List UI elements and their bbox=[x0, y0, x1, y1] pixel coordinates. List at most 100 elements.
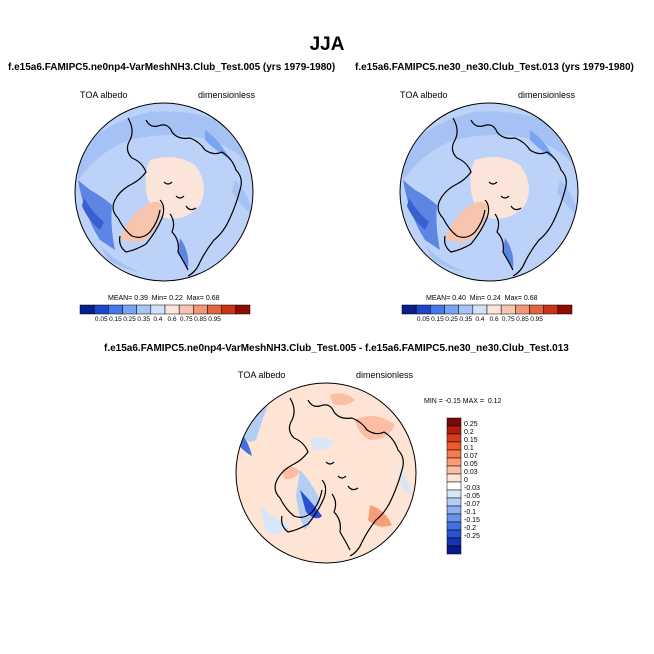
panel3-colorbar-box bbox=[446, 433, 462, 443]
panel2-field-eurasia bbox=[475, 110, 500, 129]
panel3-colorbar-box bbox=[446, 521, 462, 531]
panel3-left-label: TOA albedo bbox=[238, 370, 286, 380]
panel3-colorbar-tick-label: -0.1 bbox=[464, 509, 477, 516]
panel3-colorbar-tick-label: -0.15 bbox=[464, 517, 480, 524]
panel1-colorbar-tick-label: 0.85 bbox=[194, 316, 207, 323]
panel3-field-e bbox=[398, 470, 412, 495]
panel3-coastlines bbox=[274, 397, 404, 557]
panel3-colorbar-box bbox=[446, 457, 462, 467]
panel3-colorbar-tick-label: 0.05 bbox=[464, 461, 478, 468]
panel2-colorbar-box bbox=[430, 304, 445, 315]
panel3-coast-islands bbox=[325, 461, 359, 491]
panel3-colorbar-box bbox=[446, 449, 462, 459]
panel3-coast-canada bbox=[331, 493, 351, 551]
panel3-field-west bbox=[240, 400, 270, 442]
panel2-colorbar-tick-label: 0.4 bbox=[475, 316, 485, 323]
panel2-field-pacific bbox=[557, 180, 577, 215]
panel3-colorbar-box bbox=[446, 513, 462, 523]
panel2-colorbar-box bbox=[444, 304, 459, 315]
panel3-map-fields bbox=[238, 393, 412, 534]
panel3-colorbar-box bbox=[446, 417, 462, 427]
panel3-colorbar-box bbox=[446, 497, 462, 507]
panel2-field-band bbox=[403, 111, 577, 180]
panel3-colorbar-box bbox=[446, 545, 462, 555]
panel2-colorbar-box bbox=[415, 304, 431, 315]
panel2-coast-islands bbox=[488, 181, 522, 211]
panel3-colorbar-box bbox=[446, 425, 462, 435]
panel2-field-hudson bbox=[503, 238, 514, 268]
panel1-coastlines bbox=[112, 117, 242, 277]
panel3-field-greenland bbox=[282, 466, 300, 480]
panel1-coast-islands bbox=[163, 181, 197, 211]
panel3-colorbar bbox=[446, 417, 462, 555]
panel2-min-label: Min= bbox=[469, 295, 486, 302]
panel1-colorbar-box bbox=[79, 304, 95, 315]
panel3-field-sw bbox=[260, 505, 290, 534]
panel1-map bbox=[74, 102, 254, 282]
panel1-min-label: Min= bbox=[151, 295, 168, 302]
panel2-field-greenland bbox=[445, 201, 488, 242]
panel3-colorbar-tick-label: 0.25 bbox=[464, 421, 478, 428]
panel2-colorbar-box bbox=[500, 304, 516, 315]
panel3-stats: MIN = -0.15 MAX = 0.12 bbox=[424, 398, 501, 405]
panel1-coast-greenland bbox=[119, 199, 165, 253]
panel2-coast-greenland-s bbox=[442, 209, 486, 238]
panel3-map bbox=[235, 382, 417, 564]
panel1-colorbar-box bbox=[193, 304, 208, 315]
panel2-coast-europe bbox=[437, 117, 472, 219]
panel2-colorbar-tick-label: 0.95 bbox=[530, 316, 543, 323]
panel3-colorbar-tick-label: -0.03 bbox=[464, 485, 480, 492]
panel1-title: f.e15a6.FAMIPC5.ne0np4-VarMeshNH3.Club_T… bbox=[8, 62, 336, 73]
panel1-colorbar-tick-label: 0.15 bbox=[109, 316, 122, 323]
panel2-map-border bbox=[399, 102, 579, 282]
panel2-coastlines bbox=[437, 117, 567, 277]
panel3-right-label: dimensionless bbox=[356, 370, 414, 380]
panel3-colorbar-box bbox=[446, 441, 462, 451]
panel1-map-border bbox=[74, 102, 254, 282]
panel3-field-n bbox=[330, 393, 355, 406]
panel3-coast-greenland bbox=[281, 479, 327, 533]
panel2-coast-canada bbox=[494, 213, 514, 271]
panel1-max-value: 0.68 bbox=[205, 295, 220, 302]
panel2-colorbar-box bbox=[401, 304, 417, 315]
panel1-field-hudson bbox=[178, 238, 189, 268]
panel1-right-label: dimensionless bbox=[198, 90, 256, 100]
panel2-colorbar-tick-label: 0.25 bbox=[445, 316, 458, 323]
panel3-colorbar-tick-label: 0.1 bbox=[464, 445, 474, 452]
panel2-coast-greenland bbox=[444, 199, 490, 253]
panel2-map bbox=[399, 102, 579, 282]
panel2-mean-label: MEAN= bbox=[426, 295, 451, 302]
panel2-colorbar-box bbox=[458, 304, 474, 315]
panel2-colorbar-tick-label: 0.85 bbox=[516, 316, 529, 323]
panel1-colorbar-box bbox=[178, 304, 194, 315]
panel2-title: f.e15a6.FAMIPC5.ne30_ne30.Club_Test.013 … bbox=[355, 62, 634, 73]
panel2-colorbar-box bbox=[515, 304, 530, 315]
panel1-colorbar-box bbox=[122, 304, 137, 315]
panel2-colorbar-tick-label: 0.35 bbox=[459, 316, 473, 323]
panel1-left-label: TOA albedo bbox=[80, 90, 128, 100]
panel1-colorbar-box bbox=[207, 304, 222, 315]
panel3-colorbar-box bbox=[446, 505, 462, 515]
panel1-colorbar-box bbox=[93, 304, 109, 315]
panel2-colorbar-box bbox=[543, 304, 559, 315]
panel2-right-label: dimensionless bbox=[518, 90, 576, 100]
panel1-colorbar-box bbox=[108, 304, 123, 315]
panel2-colorbar-box bbox=[557, 304, 573, 315]
panel1-colorbar-box bbox=[164, 304, 180, 315]
panel3-max-value: 0.12 bbox=[487, 398, 502, 405]
panel1-colorbar-tick-label: 0.4 bbox=[153, 316, 163, 323]
panel1-coast-alaska bbox=[187, 189, 241, 277]
panel1-colorbar-box bbox=[235, 304, 251, 315]
season-title: JJA bbox=[0, 34, 654, 56]
panel1-field-pacific bbox=[232, 180, 252, 215]
panel1-colorbar-tick-label: 0.95 bbox=[208, 316, 221, 323]
panel1-coast-europe bbox=[112, 117, 147, 219]
panel1-mean-value: 0.39 bbox=[134, 295, 148, 302]
panel1-colorbar-box bbox=[150, 304, 166, 315]
panel1-colorbar-tick-label: 0.05 bbox=[94, 316, 108, 323]
panel3-colorbar-tick-label: -0.07 bbox=[464, 501, 480, 508]
panel2-field-lowest bbox=[407, 198, 429, 230]
panel1-field-greenland bbox=[120, 201, 163, 242]
panel3-colorbar-box bbox=[446, 473, 462, 483]
